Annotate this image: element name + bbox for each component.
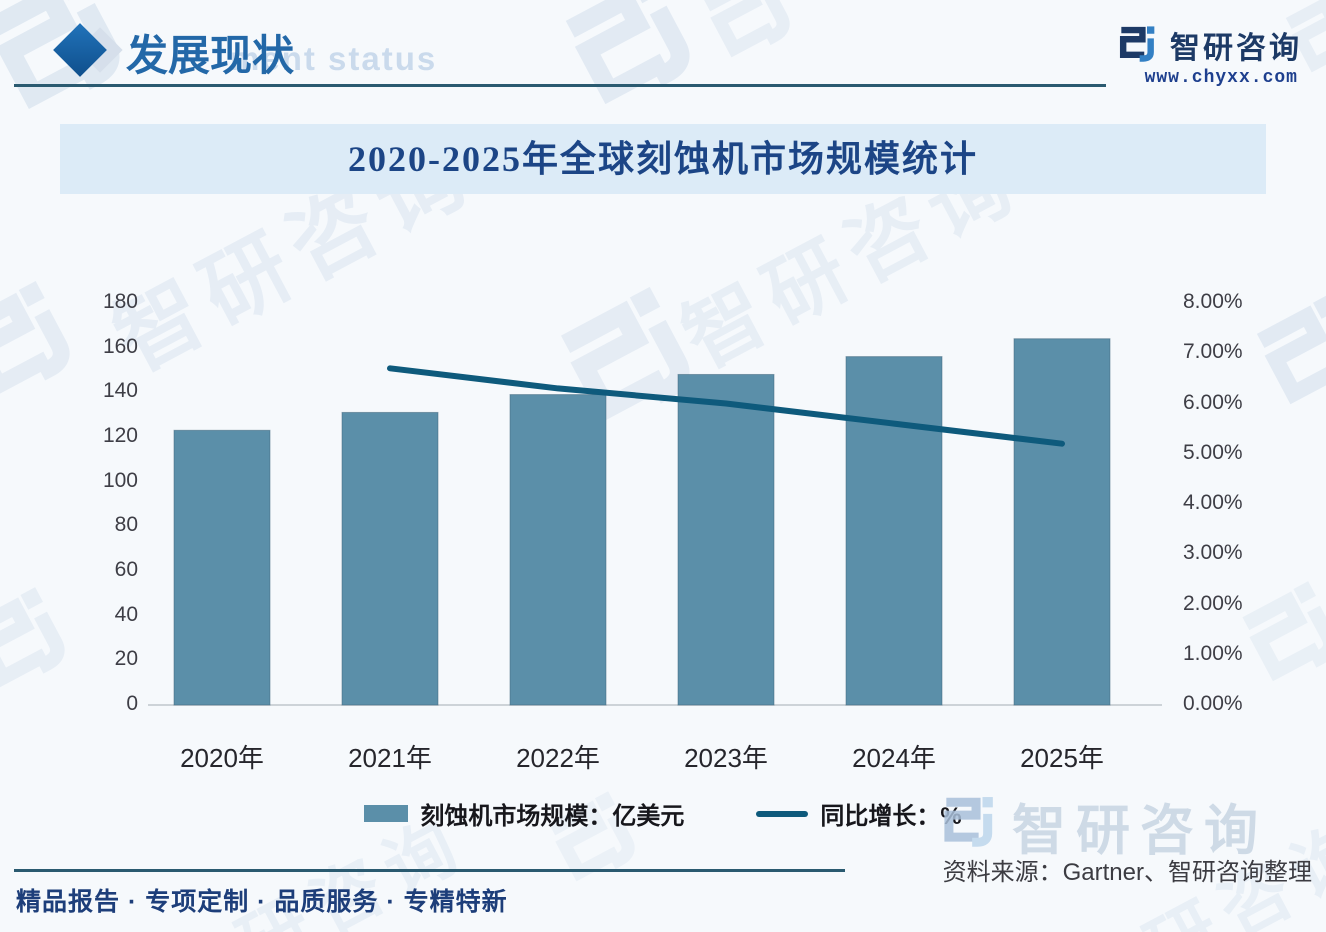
right-axis-tick: 3.00% [1183, 541, 1243, 565]
page-title: 发展现状 [126, 34, 295, 80]
legend-item-growth: 同比增长：% [756, 796, 962, 831]
bar-2022年 [509, 394, 607, 706]
watermark [684, 0, 806, 74]
brand-url: www.chyxx.com [1144, 68, 1298, 88]
legend-line-label: 同比增长：% [820, 803, 962, 830]
growth-line [387, 365, 1065, 447]
footer-divider [14, 869, 845, 872]
left-axis-tick: 0 [126, 692, 138, 715]
right-axis-tick: 1.00% [1183, 641, 1243, 665]
header-watermark-text: ment status [230, 40, 438, 77]
legend-bar-swatch [364, 805, 409, 822]
right-axis-tick: 4.00% [1183, 491, 1243, 514]
brand-lockup: 智研咨询 [1114, 20, 1302, 69]
brand-watermark-text: 智研咨询 [1012, 801, 1268, 861]
bar-2020年 [173, 429, 271, 706]
legend-item-market-size: 刻蚀机市场规模：亿美元 [364, 796, 684, 831]
right-axis-tick: 7.00% [1183, 340, 1243, 364]
bar-2023年 [677, 373, 775, 706]
bar-2025年 [1013, 338, 1111, 706]
x-axis-label: 2025年 [1020, 743, 1104, 773]
brand-watermark-bottom: 智研咨询 [936, 786, 1268, 865]
right-axis-tick: 0.00% [1183, 692, 1243, 715]
x-axis-label: 2022年 [516, 743, 600, 773]
left-axis-tick: 20 [114, 647, 138, 671]
header-divider [14, 84, 1106, 87]
chart-title-banner: 2020-2025年全球刻蚀机市场规模统计 [60, 124, 1266, 194]
watermark [0, 570, 83, 705]
watermark [531, 264, 714, 447]
brand-logo-icon [1114, 20, 1158, 69]
source-note: 资料来源：Gartner、智研咨询整理 [942, 859, 1312, 886]
bar-2024年 [845, 356, 943, 706]
x-axis-label: 2020年 [180, 743, 264, 773]
x-axis-label: 2023年 [684, 743, 768, 773]
right-axis-tick: 6.00% [1183, 390, 1243, 414]
right-axis-tick: 8.00% [1183, 290, 1243, 313]
brand-watermark-logo-icon [936, 788, 998, 863]
bar-2021年 [341, 411, 439, 706]
watermark [1220, 564, 1326, 699]
left-axis-tick: 140 [102, 379, 138, 403]
right-axis-tick: 5.00% [1183, 440, 1243, 464]
brand-name: 智研咨询 [1170, 31, 1302, 65]
legend-bar-label: 刻蚀机市场规模：亿美元 [420, 803, 685, 830]
left-axis-tick: 100 [102, 468, 138, 492]
x-axis-label: 2024年 [852, 743, 936, 773]
chart-title: 2020-2025年全球刻蚀机市场规模统计 [348, 139, 978, 179]
legend: 刻蚀机市场规模：亿美元 同比增长：% [0, 796, 1326, 831]
left-axis-tick: 160 [102, 334, 138, 358]
left-axis-tick: 80 [114, 513, 138, 537]
left-axis-tick: 40 [114, 602, 138, 626]
legend-line-swatch [756, 810, 809, 817]
right-axis-tick: 2.00% [1183, 591, 1243, 615]
footer-tagline: 精品报告 · 专项定制 · 品质服务 · 专精特新 [16, 888, 508, 916]
header-diamond-icon [52, 20, 123, 84]
watermark [529, 776, 651, 898]
left-axis-tick: 180 [102, 290, 138, 313]
left-axis-tick: 60 [114, 558, 138, 581]
watermark [537, 0, 713, 128]
x-axis-label: 2021年 [348, 743, 432, 773]
left-axis-tick: 120 [102, 424, 138, 447]
